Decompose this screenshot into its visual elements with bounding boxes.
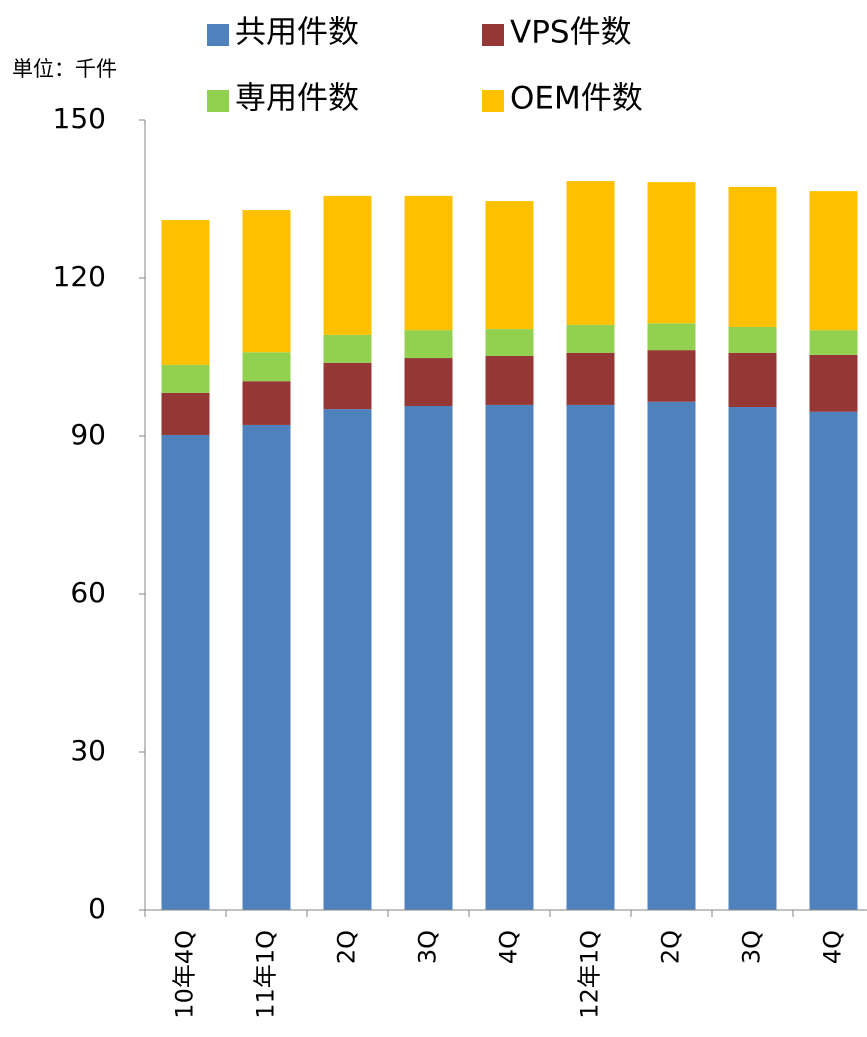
bar-segment: [161, 220, 210, 365]
y-tick-label: 150: [53, 102, 106, 135]
bar-segment: [647, 182, 696, 324]
x-tick-label: 10年4Q: [171, 930, 199, 1019]
legend-label: OEM件数: [510, 81, 643, 117]
bar-segment: [161, 392, 210, 435]
bar-segment: [161, 364, 210, 393]
x-tick-label: 3Q: [414, 930, 442, 964]
bar-segment: [242, 210, 291, 353]
legend-label: 専用件数: [235, 81, 359, 117]
bar-segment: [728, 326, 777, 353]
y-tick-label: 0: [88, 892, 106, 925]
y-tick-label: 30: [70, 734, 106, 767]
bar-segment: [323, 195, 372, 335]
bar-segment: [485, 329, 534, 356]
bar-segment: [404, 195, 453, 331]
x-tick-label: 3Q: [738, 930, 766, 964]
x-tick-label: 11年1Q: [252, 930, 280, 1019]
legend-swatch: [482, 90, 504, 112]
y-tick-label: 120: [53, 260, 106, 293]
bar-segment: [485, 355, 534, 405]
bar-segment: [404, 358, 453, 406]
legend-swatch: [207, 24, 229, 46]
bar-segment: [485, 404, 534, 910]
y-tick-label: 90: [70, 418, 106, 451]
x-tick-label: 4Q: [819, 930, 847, 964]
bar-segment: [728, 186, 777, 327]
legend-swatch: [207, 90, 229, 112]
bar-segment: [242, 352, 291, 382]
bar-segment: [242, 424, 291, 910]
x-tick-label: 12年1Q: [576, 930, 604, 1019]
bar-segment: [566, 404, 615, 910]
legend-label: 共用件数: [235, 15, 359, 51]
bar-segment: [809, 411, 858, 910]
bar-segment: [323, 334, 372, 363]
unit-label: 単位：千件: [12, 57, 117, 81]
x-tick-label: 2Q: [657, 930, 685, 964]
y-tick-label: 60: [70, 576, 106, 609]
bar-segment: [728, 352, 777, 408]
bar-segment: [323, 409, 372, 910]
bar-segment: [404, 330, 453, 359]
bar-segment: [566, 352, 615, 405]
x-tick-label: 2Q: [333, 930, 361, 964]
bar-segment: [809, 354, 858, 412]
bar-segment: [404, 405, 453, 910]
bar-segment: [242, 381, 291, 425]
bar-segment: [323, 362, 372, 410]
bar-segment: [809, 330, 858, 355]
x-tick-label: 4Q: [495, 930, 523, 964]
bar-segment: [647, 350, 696, 402]
bar-segment: [161, 434, 210, 910]
bar-segment: [809, 191, 858, 331]
legend-swatch: [482, 24, 504, 46]
legend-label: VPS件数: [510, 15, 632, 51]
bar-segment: [566, 181, 615, 325]
bar-segment: [647, 323, 696, 351]
bar-segment: [485, 201, 534, 330]
bar-segment: [647, 401, 696, 910]
bar-segment: [728, 407, 777, 910]
bar-segment: [566, 324, 615, 353]
